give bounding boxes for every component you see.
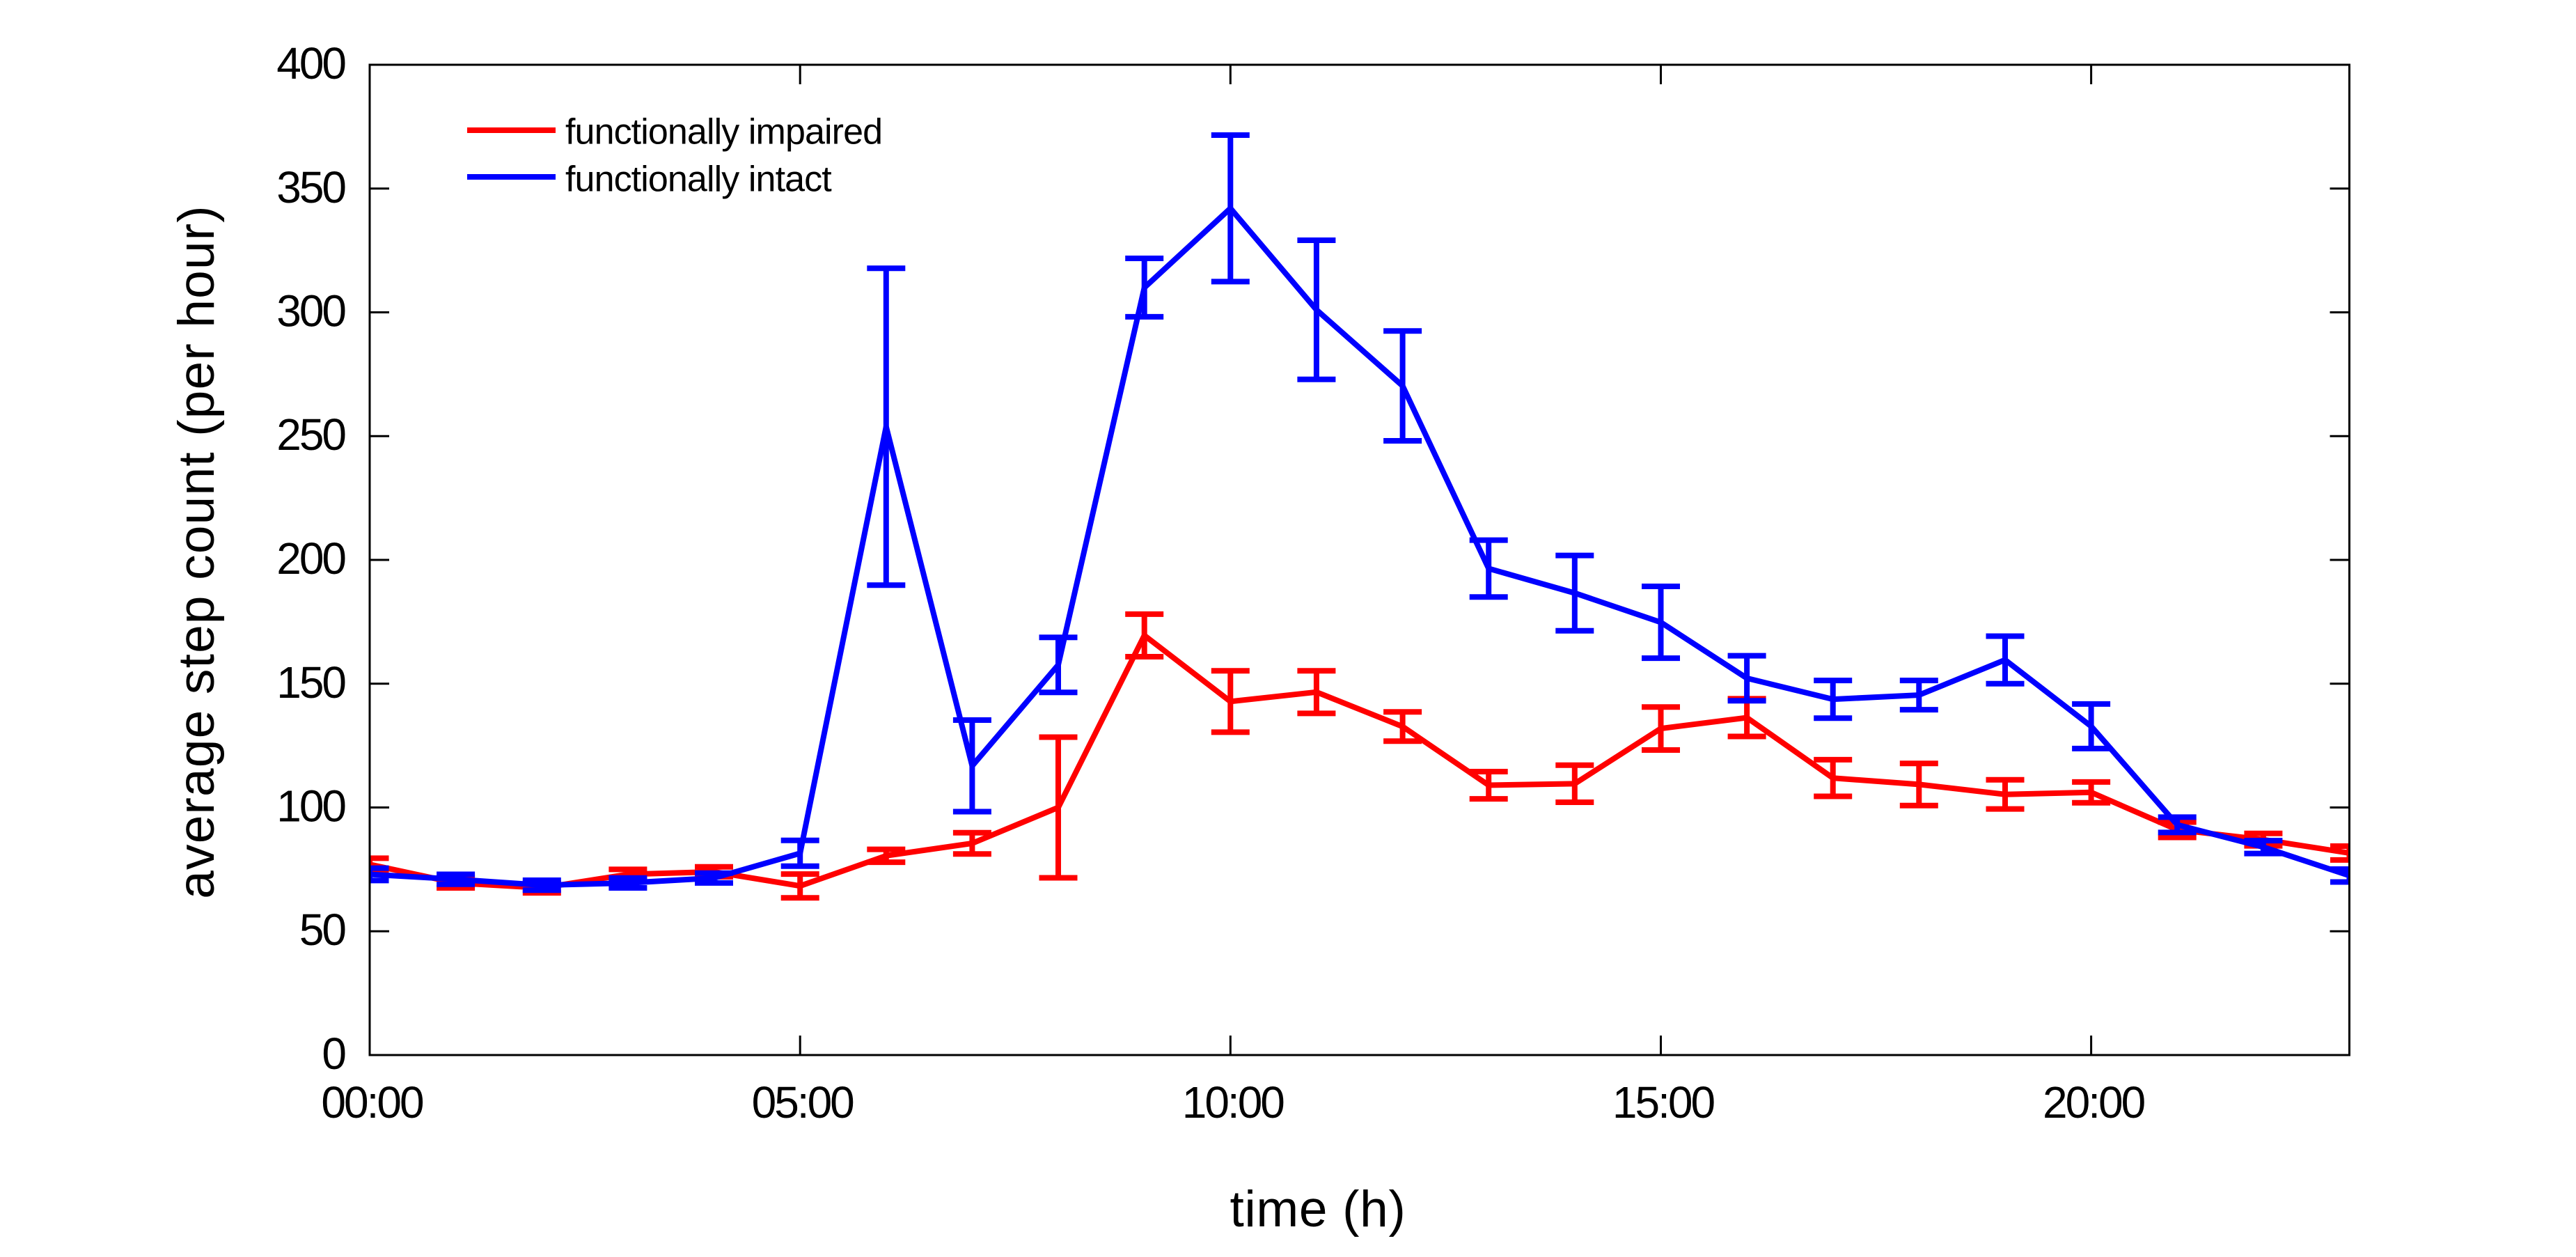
svg-text:50: 50 — [299, 905, 346, 955]
svg-text:15:00: 15:00 — [1612, 1077, 1715, 1127]
svg-text:400: 400 — [276, 38, 345, 88]
svg-text:250: 250 — [276, 409, 345, 460]
svg-text:200: 200 — [276, 533, 345, 584]
svg-text:0: 0 — [322, 1029, 345, 1079]
svg-text:average step count (per hour): average step count (per hour) — [168, 205, 225, 899]
svg-text:300: 300 — [276, 286, 345, 336]
svg-text:05:00: 05:00 — [752, 1077, 854, 1127]
svg-text:functionally impaired: functionally impaired — [565, 112, 882, 153]
svg-text:time (h): time (h) — [1230, 1181, 1406, 1238]
svg-text:100: 100 — [276, 781, 345, 832]
svg-text:00:00: 00:00 — [321, 1077, 423, 1127]
svg-text:150: 150 — [276, 657, 345, 708]
svg-text:functionally intact: functionally intact — [565, 159, 832, 200]
svg-text:10:00: 10:00 — [1182, 1077, 1285, 1127]
svg-text:350: 350 — [276, 162, 345, 212]
svg-text:20:00: 20:00 — [2043, 1077, 2145, 1127]
